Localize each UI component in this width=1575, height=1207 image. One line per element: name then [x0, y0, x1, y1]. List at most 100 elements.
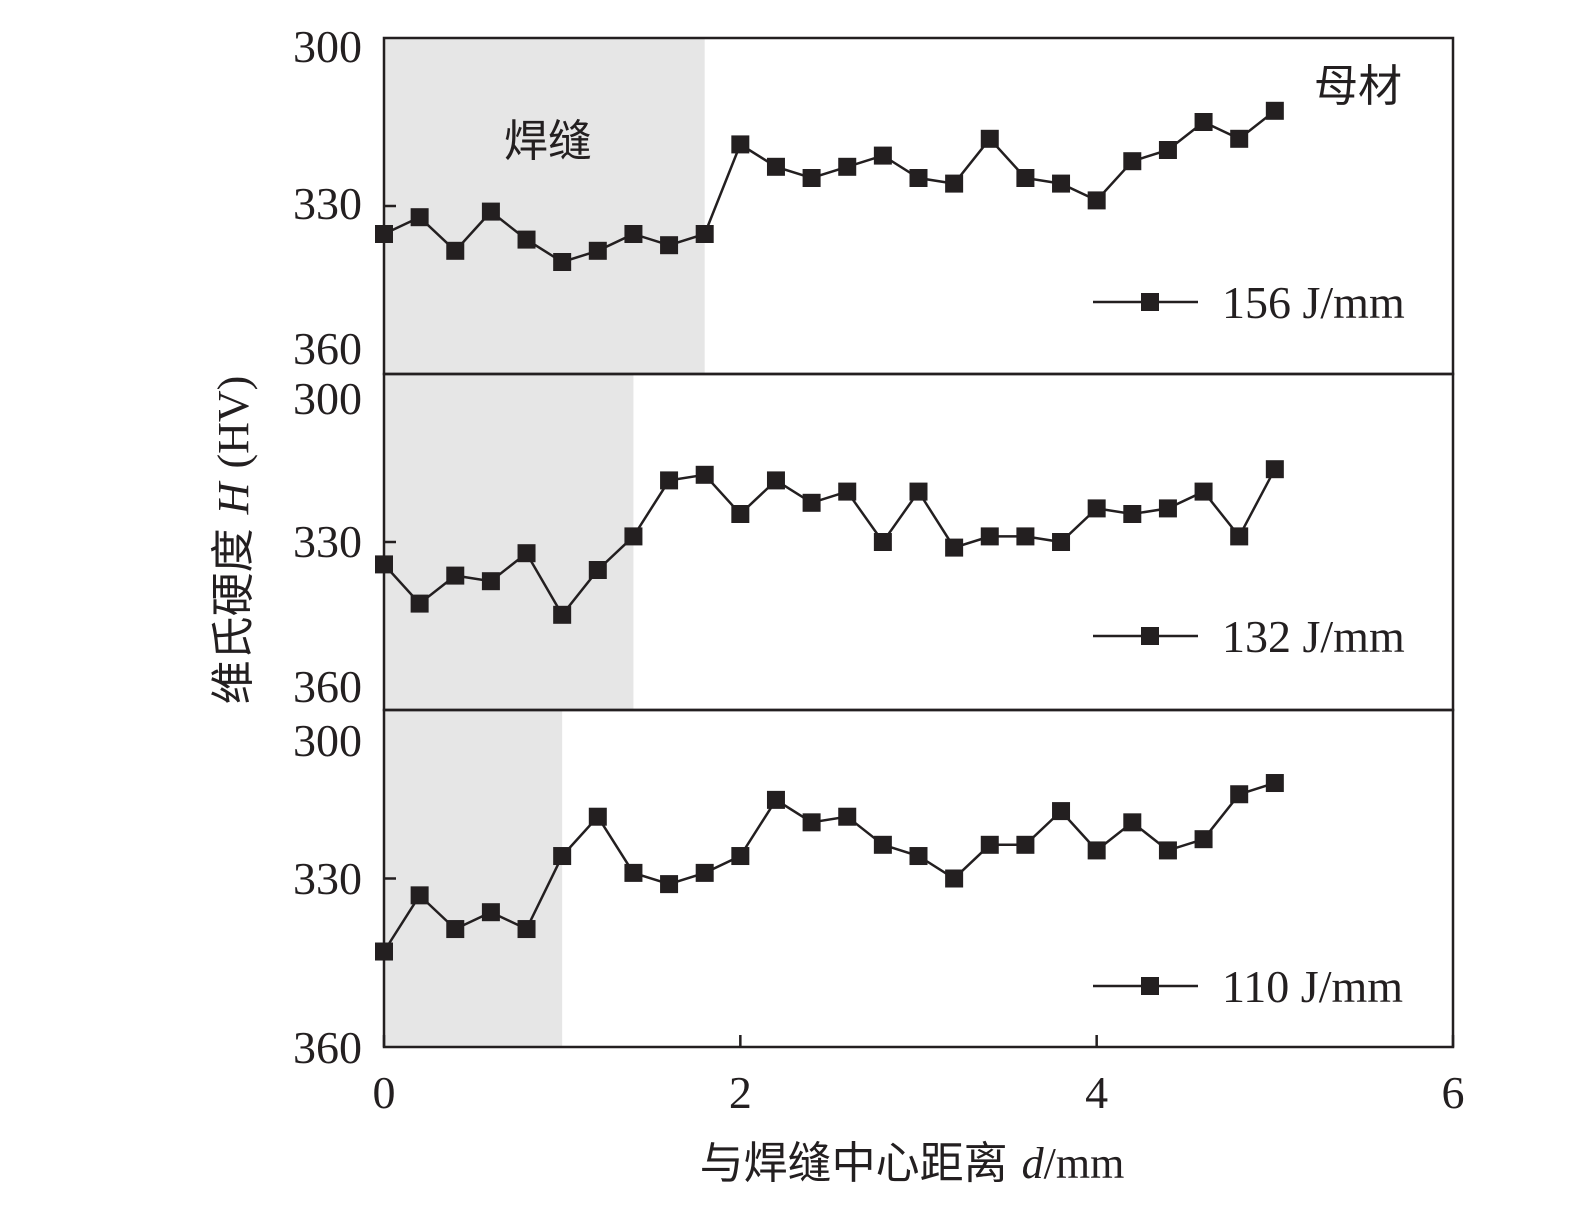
- data-point-2-22: [1158, 499, 1177, 518]
- data-point-3-8: [660, 875, 679, 894]
- data-point-3-23: [1194, 830, 1213, 849]
- data-point-2-13: [838, 482, 857, 501]
- data-point-1-0: [375, 225, 393, 243]
- legend-marker-3: [1141, 977, 1159, 995]
- x-axis-title: 与焊缝中心距离 d/mm: [700, 1138, 1125, 1189]
- y-axis-title: 维氏硬度 H (HV): [208, 376, 259, 705]
- data-point-2-24: [1230, 527, 1249, 546]
- x-tick-label-2: 2: [729, 1067, 752, 1118]
- data-point-1-23: [1194, 113, 1213, 131]
- data-point-2-20: [1087, 499, 1106, 518]
- data-point-1-19: [1052, 174, 1071, 193]
- data-point-2-23: [1194, 482, 1213, 501]
- data-point-3-19: [1052, 802, 1071, 821]
- data-point-3-21: [1123, 813, 1142, 832]
- data-point-3-15: [909, 847, 928, 866]
- data-point-2-25: [1265, 460, 1284, 479]
- data-point-1-1: [410, 208, 429, 227]
- data-point-3-6: [588, 807, 607, 826]
- data-point-3-17: [980, 835, 999, 854]
- data-point-2-3: [481, 572, 500, 591]
- y-tick-label-2-300: 300: [293, 373, 362, 424]
- data-point-2-14: [873, 533, 892, 551]
- data-point-3-5: [553, 847, 572, 866]
- y-tick-label-3-330: 330: [293, 853, 362, 904]
- data-point-1-12: [802, 169, 821, 187]
- data-point-1-15: [909, 169, 928, 187]
- data-point-2-8: [660, 471, 679, 490]
- legend-marker-2: [1141, 627, 1159, 645]
- data-point-2-1: [410, 594, 429, 613]
- data-point-3-11: [766, 790, 785, 809]
- data-point-2-11: [766, 471, 785, 490]
- data-point-2-7: [624, 527, 643, 546]
- data-point-2-0: [375, 555, 393, 574]
- data-point-1-17: [980, 129, 999, 148]
- y-tick-label-2-360: 360: [293, 661, 362, 712]
- data-point-1-22: [1158, 141, 1177, 159]
- data-point-3-18: [1016, 835, 1035, 854]
- legend-label-3: 110 J/mm: [1222, 961, 1403, 1012]
- data-point-2-19: [1052, 533, 1071, 551]
- data-point-2-18: [1016, 527, 1035, 546]
- data-point-1-3: [481, 202, 500, 221]
- y-axis-title-prefix: 维氏硬度: [208, 528, 259, 704]
- data-point-3-3: [481, 903, 500, 922]
- data-point-1-5: [553, 253, 572, 271]
- data-point-1-18: [1016, 169, 1035, 187]
- x-axis-title-unit: /mm: [1044, 1139, 1125, 1188]
- data-point-1-14: [873, 146, 892, 165]
- data-point-3-4: [517, 920, 536, 939]
- data-point-3-24: [1230, 785, 1249, 804]
- y-tick-label-1-330: 330: [293, 178, 362, 229]
- data-point-1-2: [446, 241, 465, 260]
- panel-frames: [382, 36, 1455, 1049]
- data-point-3-9: [695, 863, 714, 882]
- y-axis-title-unit: (HV): [209, 376, 258, 469]
- base-metal-label: 母材: [1314, 61, 1402, 112]
- data-point-2-4: [517, 544, 536, 563]
- data-point-2-21: [1123, 505, 1142, 523]
- weld-zone-2: [384, 374, 634, 710]
- data-point-1-9: [695, 225, 714, 243]
- legend-marker-1: [1141, 293, 1159, 311]
- data-point-3-7: [624, 863, 643, 882]
- data-point-1-16: [945, 174, 964, 193]
- data-point-2-17: [980, 527, 999, 546]
- data-point-2-10: [731, 505, 750, 523]
- data-point-2-15: [909, 482, 928, 501]
- data-point-3-20: [1087, 841, 1106, 860]
- y-tick-label-1-300: 300: [293, 21, 362, 72]
- data-point-1-24: [1230, 129, 1249, 148]
- y-tick-label-3-300: 300: [293, 715, 362, 766]
- y-tick-label-1-360: 360: [293, 323, 362, 374]
- weld-zones: [384, 38, 705, 1047]
- weld-zone-1: [384, 38, 705, 374]
- data-point-3-25: [1265, 774, 1284, 793]
- legend-layer: 156 J/mm 132 J/mm 110 J/mm: [1093, 277, 1405, 1012]
- legend-label-2: 132 J/mm: [1222, 611, 1405, 662]
- data-point-3-13: [838, 807, 857, 826]
- data-point-3-14: [873, 835, 892, 854]
- data-point-3-16: [945, 869, 964, 888]
- x-tick-label-4: 4: [1085, 1067, 1108, 1118]
- data-point-1-25: [1265, 101, 1284, 120]
- x-axis-title-prefix: 与焊缝中心距离: [700, 1138, 1008, 1189]
- weld-zone-3: [384, 710, 563, 1047]
- data-point-2-6: [588, 561, 607, 579]
- data-point-1-4: [517, 230, 536, 249]
- data-point-1-8: [660, 236, 679, 255]
- y-axis-title-var: H: [209, 480, 258, 515]
- data-point-1-13: [838, 157, 857, 176]
- x-axis-title-var: d: [1022, 1139, 1045, 1188]
- data-point-3-0: [375, 942, 393, 961]
- data-point-2-12: [802, 493, 821, 512]
- x-tick-label-0: 0: [373, 1067, 396, 1118]
- data-point-3-1: [410, 886, 429, 905]
- data-point-3-12: [802, 813, 821, 832]
- data-point-2-9: [695, 465, 714, 484]
- data-point-1-6: [588, 241, 607, 260]
- data-point-2-2: [446, 566, 465, 585]
